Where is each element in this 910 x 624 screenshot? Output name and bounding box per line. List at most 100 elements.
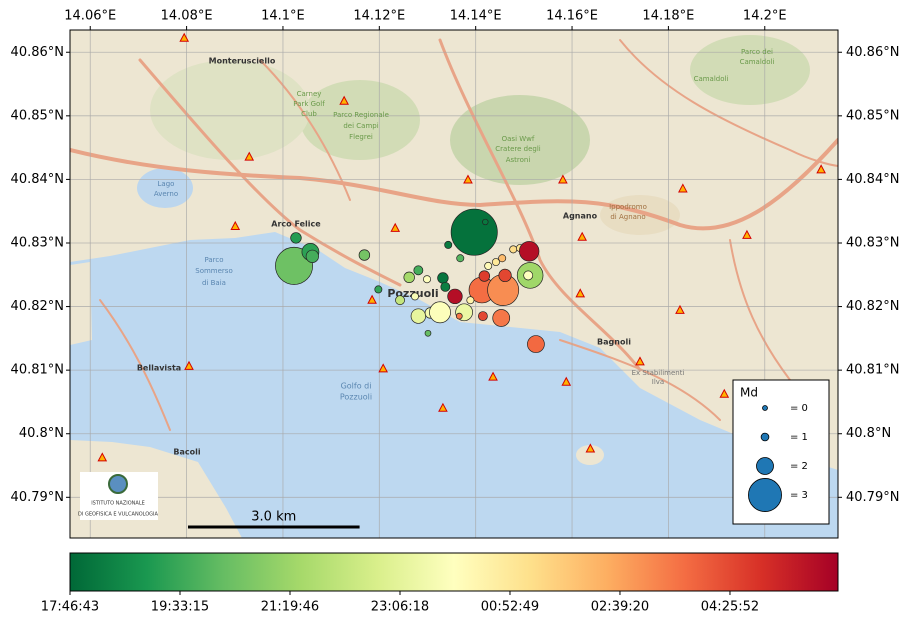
event xyxy=(440,281,451,292)
station xyxy=(558,174,568,184)
place-label: Cratere degli xyxy=(495,145,541,153)
event xyxy=(374,285,383,294)
legend-marker xyxy=(760,432,770,442)
y-tick-label: 40.8°N xyxy=(846,426,891,441)
y-tick-label: 40.85°N xyxy=(11,108,64,123)
event xyxy=(395,295,405,306)
scale-bar: 3.0 km xyxy=(188,510,360,529)
legend-box xyxy=(732,379,830,525)
event xyxy=(437,272,449,284)
logo: ISTITUTO NAZIONALE DI GEOFISICA E VULCAN… xyxy=(78,472,159,520)
legend-label: = 0 xyxy=(790,403,808,414)
y-tick-label: 40.79°N xyxy=(846,490,899,505)
event xyxy=(466,296,475,305)
place-label: Averno xyxy=(154,190,178,198)
place-label: Camaldoli xyxy=(694,75,729,83)
y-tick-label: 40.8°N xyxy=(19,426,64,441)
place-label: Club xyxy=(301,110,317,118)
event xyxy=(484,261,493,270)
y-tick-label: 40.83°N xyxy=(846,235,899,250)
lake xyxy=(137,168,193,208)
place-label: Bacoli xyxy=(173,448,200,457)
place-label: Flegrei xyxy=(349,133,373,141)
place-label: di Baia xyxy=(202,279,226,287)
place-label: Oasi Wwf xyxy=(502,135,535,143)
station xyxy=(488,371,498,381)
colorbar: 17:46:43 19:33:15 21:19:46 23:06:18 00:52:49… xyxy=(41,552,839,615)
event xyxy=(498,254,507,263)
racecourse xyxy=(600,195,680,235)
station xyxy=(230,220,241,230)
event xyxy=(491,258,500,267)
sea xyxy=(70,232,838,538)
station xyxy=(561,376,572,386)
y-tick-label: 40.82°N xyxy=(11,299,64,314)
y-tick-label: 40.84°N xyxy=(846,172,899,187)
colorbar-tick-label: 23:06:18 xyxy=(371,600,429,615)
legend-title: Md xyxy=(740,386,758,400)
colorbar-tick-label: 21:19:46 xyxy=(261,600,319,615)
station xyxy=(675,304,685,314)
station xyxy=(339,95,349,105)
event xyxy=(423,275,431,284)
road xyxy=(99,299,171,431)
place-label: Parco xyxy=(204,256,223,264)
map-frame xyxy=(69,29,839,539)
event xyxy=(455,312,463,320)
y-tick-label: 40.81°N xyxy=(11,363,64,378)
place-label: Astroni xyxy=(506,156,531,164)
station xyxy=(378,363,389,373)
event xyxy=(411,292,419,301)
legend: Md = 0 = 1 = 2 = 3 xyxy=(732,379,830,525)
road xyxy=(619,39,838,167)
event xyxy=(509,245,518,254)
legend-label: = 3 xyxy=(790,490,808,501)
event xyxy=(447,288,463,305)
basemap: Monterusciello Carney Park Golf Club Parco R… xyxy=(70,30,838,538)
event xyxy=(358,249,371,261)
park xyxy=(690,35,810,105)
y-tick-label: 40.86°N xyxy=(846,45,899,60)
island xyxy=(576,445,604,465)
park xyxy=(150,60,310,160)
colorbar-tick-label: 00:52:49 xyxy=(481,600,539,615)
x-tick-label: 14.2°E xyxy=(743,9,787,24)
station xyxy=(719,388,730,398)
event xyxy=(403,271,415,284)
event xyxy=(424,329,432,337)
place-label: Sommerso xyxy=(195,267,232,275)
park xyxy=(450,95,590,185)
place-label: Camaldoli xyxy=(740,58,775,66)
place-label: Park Golf xyxy=(293,100,325,108)
y-tick-label: 40.85°N xyxy=(846,108,899,123)
place-label: Monterusciello xyxy=(209,57,276,66)
place-label: Parco dei xyxy=(741,48,773,56)
event xyxy=(413,265,424,276)
event xyxy=(498,268,512,283)
events xyxy=(275,208,545,353)
place-label: Parco Regionale xyxy=(333,111,389,119)
event xyxy=(478,270,491,282)
legend-marker xyxy=(756,457,774,475)
colorbar-tick-label: 04:25:52 xyxy=(701,600,759,615)
station xyxy=(678,183,688,193)
event xyxy=(290,232,302,244)
y-tick-label: 40.81°N xyxy=(846,363,899,378)
y-tick-label: 40.84°N xyxy=(11,172,64,187)
event xyxy=(450,208,498,256)
logo-text: DI GEOFISICA E VULCANOLOGIA xyxy=(78,512,158,518)
station xyxy=(97,452,108,462)
station xyxy=(585,443,596,453)
place-label: dei Campi xyxy=(343,122,378,130)
event xyxy=(478,311,488,322)
legend-label: = 1 xyxy=(790,432,808,443)
legend-marker xyxy=(748,478,782,512)
station xyxy=(816,164,826,174)
legend-marker xyxy=(762,405,768,411)
road xyxy=(559,339,721,421)
y-tick-label: 40.82°N xyxy=(846,299,899,314)
event xyxy=(410,308,427,324)
place-label: di Agnano xyxy=(610,213,645,221)
colorbar-tick-label: 02:39:20 xyxy=(591,600,649,615)
station xyxy=(463,174,473,184)
